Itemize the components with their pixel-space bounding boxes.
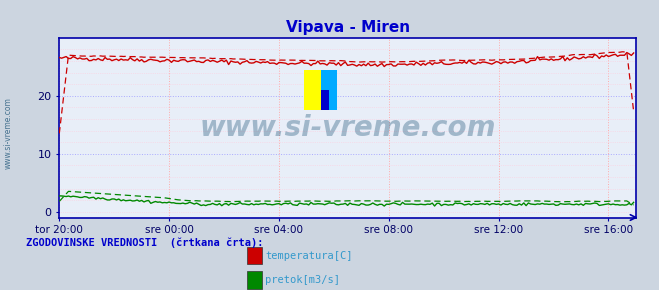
Bar [320,70,337,110]
Bar [247,246,262,264]
Bar [320,90,329,110]
Text: ZGODOVINSKE VREDNOSTI  (črtkana črta):: ZGODOVINSKE VREDNOSTI (črtkana črta): [26,238,264,248]
Bar [247,271,262,289]
Text: www.si-vreme.com: www.si-vreme.com [4,97,13,169]
Text: www.si-vreme.com: www.si-vreme.com [200,114,496,142]
Bar [304,70,320,110]
Title: Vipava - Miren: Vipava - Miren [285,20,410,35]
Text: temperatura[C]: temperatura[C] [265,251,353,261]
Text: pretok[m3/s]: pretok[m3/s] [265,276,340,285]
